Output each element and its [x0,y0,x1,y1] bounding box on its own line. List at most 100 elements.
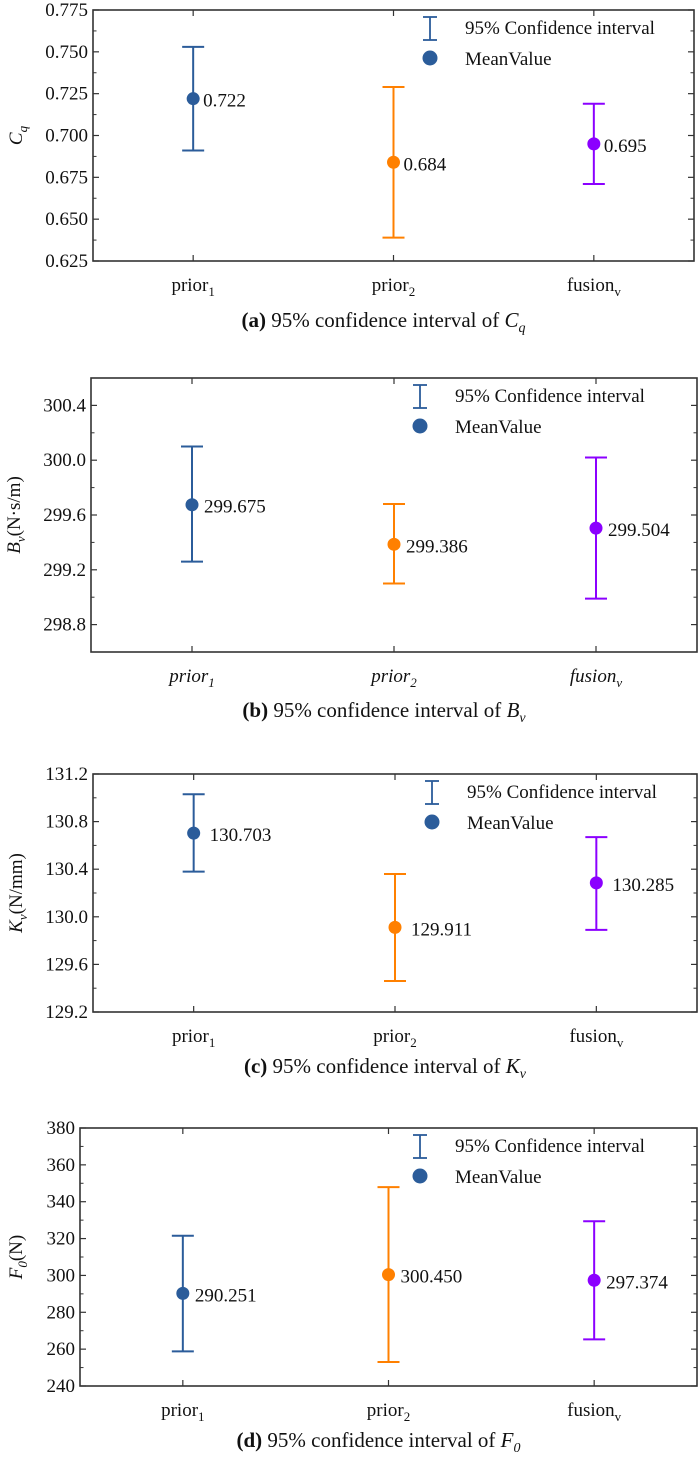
mean-value-label: 299.504 [608,520,670,541]
x-category-label: prior1 [171,275,214,299]
caption-prefix: (d) [237,1428,263,1452]
legend-label-mean: MeanValue [455,1167,542,1188]
y-axis-symbol: C [6,132,27,145]
panel-caption: (d) 95% confidence interval of F0 [237,1428,521,1456]
x-category-label: prior2 [369,666,417,690]
y-tick-label: 131.2 [45,764,88,785]
chart-panel-a: 0.625 0.650 0.675 0.700 0.725 0.750 0.775 Cq pri… [6,0,695,336]
mean-marker [387,155,400,169]
category-base: prior [367,1400,405,1421]
y-axis-symbol: B [4,542,25,554]
category-subscript: 2 [404,1409,411,1424]
category-subscript: 1 [208,675,215,690]
category-subscript: 1 [208,284,215,299]
chart-panel-c: 129.2129.6130.0130.4130.8131.2Kv(N/mm)pr… [6,764,698,1082]
caption-prefix: (b) [242,698,268,722]
category-base: prior [372,275,410,296]
y-axis: 298.8 299.2 299.6 300.0 300.4 [43,377,697,653]
category-subscript: v [615,1409,622,1424]
legend-label-ci: 95% Confidence interval [467,782,657,803]
category-base: fusion [567,275,615,296]
y-axis-symbol: F [6,1267,27,1280]
legend-label-ci: 95% Confidence interval [455,386,645,407]
x-category-label: prior1 [172,1026,215,1050]
category-subscript: v [614,284,621,299]
legend-mean-icon [412,1168,428,1184]
y-tick-label: 0.750 [45,42,88,63]
series-fusionv: 130.285 [585,836,674,931]
mean-marker [589,876,603,890]
y-axis-label: Bv(N·s/m) [4,476,28,554]
legend-label-mean: MeanValue [465,49,552,70]
caption-subscript: v [519,711,526,726]
y-tick-label: 0.675 [45,167,88,188]
mean-value-label: 130.285 [612,875,674,896]
caption-subscript: q [519,321,526,336]
mean-marker [387,537,401,551]
series-prior1: 290.251 [171,1234,257,1353]
mean-marker [589,521,603,535]
caption-subscript: v [520,1067,527,1082]
y-axis-label: Cq [6,125,30,145]
series-fusionv: 0.695 [582,102,647,186]
legend-mean-icon [424,814,440,830]
caption-text: 95% confidence interval of [268,698,507,722]
mean-value-label: 290.251 [195,1285,257,1306]
y-axis-subscript: v [15,914,30,920]
legend: 95% Confidence interval MeanValue [412,1134,645,1188]
y-axis: 240 260 280 300 320 340 360 380 [47,1118,697,1397]
series-prior1: 0.722 [182,45,246,152]
legend: 95% Confidence interval MeanValue [422,16,655,70]
series-prior1: 130.703 [182,793,271,873]
category-base: fusion [570,666,616,687]
y-tick-label: 298.8 [43,615,86,636]
mean-value-label: 0.684 [404,154,447,175]
caption-prefix: (c) [244,1054,267,1078]
category-base: fusion [569,1026,617,1047]
y-tick-label: 0.725 [45,84,88,105]
y-tick-label: 299.6 [43,505,86,526]
y-tick-label: 240 [47,1376,76,1397]
mean-value-label: 297.374 [606,1272,668,1293]
y-axis-subscript: q [15,125,30,132]
chart-panel-b: 298.8299.2299.6300.0300.4Bv(N·s/m)prior1… [4,377,698,726]
legend-mean-icon [422,50,438,66]
y-tick-label: 320 [47,1229,76,1250]
caption-text: 95% confidence interval of [266,308,505,332]
category-subscript: 1 [198,1409,205,1424]
mean-value-label: 0.722 [203,91,246,112]
y-tick-label: 300.4 [43,395,86,416]
category-subscript: v [616,675,622,690]
x-axis: prior1 prior2 fusionv [161,1128,622,1424]
y-tick-label: 260 [47,1339,76,1360]
y-axis-symbol: K [6,919,27,934]
y-tick-label: 0.700 [45,126,88,147]
mean-marker [185,498,199,512]
caption-prefix: (a) [241,308,266,332]
x-category-label: fusionv [569,1026,624,1050]
mean-marker [176,1286,190,1300]
mean-marker [587,1273,601,1287]
y-axis-unit: (N/mm) [6,853,27,914]
y-tick-label: 280 [47,1302,76,1323]
category-base: prior [369,666,411,687]
mean-value-label: 129.911 [411,919,472,940]
category-base: prior [373,1026,411,1047]
y-axis-label: Kv(N/mm) [6,853,30,934]
mean-value-label: 300.450 [401,1267,463,1288]
y-axis-unit: (N) [6,1235,27,1261]
legend: 95% Confidence interval MeanValue [412,384,645,438]
caption-symbol: B [507,698,520,722]
x-category-label: fusionv [567,1400,622,1424]
category-base: prior [161,1400,199,1421]
x-category-label: prior1 [161,1400,204,1424]
legend-label-ci: 95% Confidence interval [455,1136,645,1157]
category-subscript: 2 [409,284,416,299]
mean-value-label: 0.695 [604,136,647,157]
y-tick-label: 380 [47,1118,76,1139]
x-category-label: prior2 [367,1400,410,1424]
panel-caption: (c) 95% confidence interval of Kv [244,1054,527,1082]
y-tick-label: 360 [47,1155,76,1176]
y-tick-label: 129.2 [45,1002,88,1023]
x-category-label: prior1 [167,666,215,690]
